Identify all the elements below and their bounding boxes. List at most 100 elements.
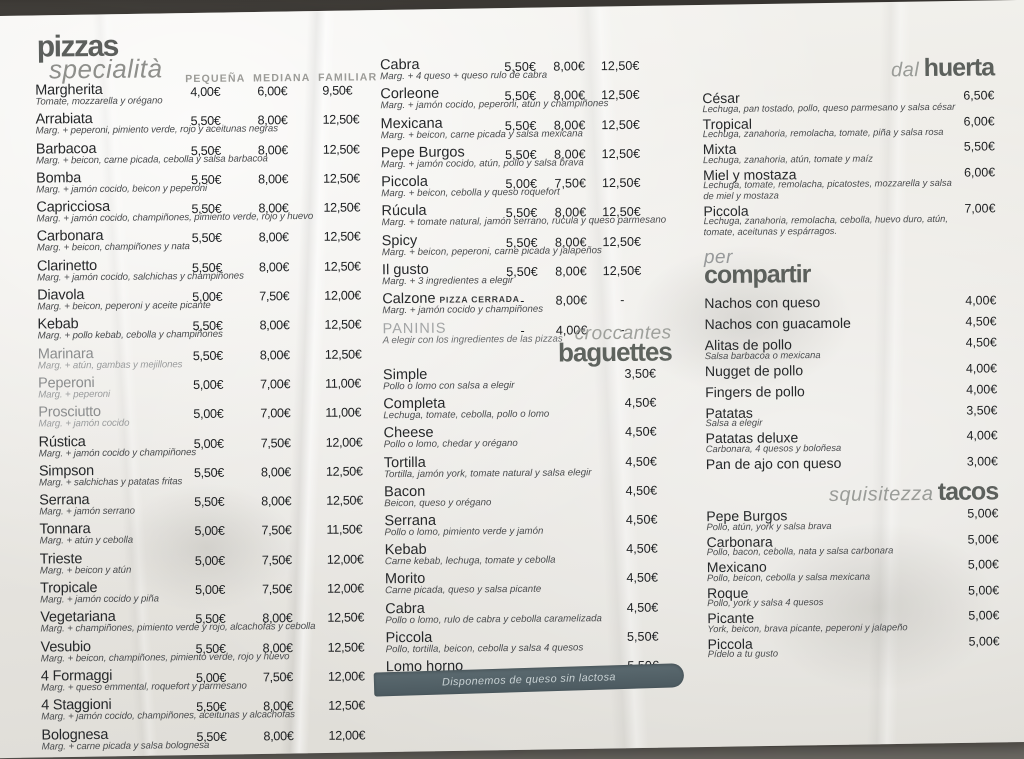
menu-item-row[interactable]: Calzone PIZZA CERRADA Marg. + jamón cocido…	[382, 289, 677, 321]
menu-item-name: Nachos con queso	[704, 294, 821, 312]
menu-item-row[interactable]: Vegetariana Marg. + champiñones, pimiento…	[40, 607, 380, 640]
menu-item-row[interactable]: César Lechuga, pan tostado, pollo, queso …	[702, 87, 994, 115]
menu-item-description: Marg. + jamón cocido, beicon y peperoni	[36, 182, 208, 196]
menu-item-row[interactable]: Tonnara Marg. + atún y cebolla 5,00€ 7,50€ 1…	[39, 519, 379, 552]
menu-item-price-medium: 8,00€	[260, 464, 292, 480]
menu-item-row[interactable]: Kebab Marg. + pollo kebab, cebolla y cham…	[37, 314, 377, 347]
menu-item-row[interactable]: Diavola Marg. + beicon, peperoni y aceite…	[37, 284, 377, 317]
section-heading-tacos: squisitezza tacos	[829, 477, 998, 506]
menu-item-row[interactable]: Simple Pollo o lomo con salsa a elegir 3,5…	[383, 364, 678, 396]
menu-item-row[interactable]: Rúcula Marg. + tomate natural, jamón serr…	[381, 201, 676, 233]
menu-item-row[interactable]: Peperoni Marg. + peperoni 5,00€ 7,00€ 11,00€	[38, 372, 378, 405]
lactose-free-banner-text: Disponemos de queso sin lactosa	[441, 671, 617, 689]
menu-item-price-medium: 8,00€	[263, 728, 294, 743]
menu-item-row[interactable]: Mixta Lechuga, zanahoria, atún, tomate y …	[703, 138, 995, 166]
menu-item-row[interactable]: Nachos con queso 4,00€	[704, 292, 996, 316]
menu-item-price-small: 5,00€	[505, 176, 537, 192]
menu-item-price-large: 11,50€	[326, 522, 363, 538]
menu-item-row[interactable]: Mexicano Pollo, beicon, cebolla y salsa m…	[707, 556, 999, 584]
menu-item-row[interactable]: Pepe Burgos Pollo, atún, york y salsa bra…	[706, 505, 998, 533]
menu-item-price-medium: 7,50€	[554, 176, 586, 191]
menu-item-row[interactable]: Rústica Marg. + jamón cocido y champiñone…	[39, 431, 379, 464]
menu-item-row[interactable]: Roque Pollo, york y salsa 4 quesos 5,00€	[707, 582, 999, 610]
menu-item-row[interactable]: Simpson Marg. + salchichas y patatas frit…	[39, 460, 379, 493]
menu-item-row[interactable]: Cheese Pollo o lomo, chedar y orégano 4,50…	[383, 423, 678, 455]
menu-item-row[interactable]: Fingers de pollo 4,00€	[705, 381, 997, 405]
menu-item-row[interactable]: 4 Formaggi Marg. + queso emmental, roquef…	[41, 665, 381, 698]
menu-item-row[interactable]: Corleone Marg. + jamón cocido, peperoni, …	[380, 84, 675, 116]
menu-item-row[interactable]: Patatas Salsa a elegir 3,50€	[705, 402, 997, 430]
menu-item-row[interactable]: Nugget de pollo 4,00€	[705, 360, 997, 384]
menu-item-row[interactable]: Pan de ajo con queso 3,00€	[706, 453, 998, 477]
menu-item-row[interactable]: Prosciutto Marg. + jamón cocido 5,00€ 7,00€…	[38, 402, 378, 435]
menu-item-row[interactable]: Marinara Marg. + atún, gambas y mejillone…	[38, 343, 378, 376]
menu-item-price-medium: 8,00€	[259, 318, 290, 333]
menu-item-row[interactable]: Morito Carne picada, queso y salsa picant…	[385, 569, 680, 601]
menu-item-description: Marg. + jamón cocido, champiñones, aceit…	[41, 709, 295, 723]
menu-item-price-medium: 6,00€	[257, 84, 288, 99]
menu-item-description: Salsa barbacoa o mexicana	[704, 348, 821, 361]
menu-item-description: Pídelo a tu gusto	[707, 647, 779, 660]
menu-item-row[interactable]: Piccola Pollo, tortilla, beicon, cebolla …	[385, 627, 680, 659]
section-heading-baguettes: croccantes baguettes	[557, 322, 672, 368]
menu-item-row[interactable]: Tortilla Tortilla, jamón york, tomate nat…	[384, 452, 679, 484]
menu-item-row[interactable]: Piccola Marg. + beicon, cebolla y queso r…	[381, 172, 676, 204]
menu-item-row[interactable]: Cabra Pollo o lomo, rulo de cabra y cebol…	[385, 598, 680, 630]
menu-item-row[interactable]: Tropicale Marg. + jamón cocido y piña 5,00…	[40, 577, 380, 610]
menu-item-row[interactable]: Picante York, beicon, brava picante, pepe…	[707, 607, 999, 635]
menu-item-row[interactable]: Il gusto Marg. + 3 ingredientes a elegir 5…	[382, 259, 677, 291]
menu-item-row[interactable]: Spicy Marg. + beicon, peperoni, carne pic…	[382, 230, 677, 262]
menu-item-row[interactable]: Mexicana Marg. + beicon, carne picada y s…	[381, 113, 676, 145]
menu-item-description: Lechuga, pan tostado, pollo, queso parme…	[702, 100, 956, 114]
menu-item-price: 7,00€	[964, 200, 996, 216]
menu-item-description: Marg. + beicon, peperoni y aceite picant…	[37, 299, 211, 313]
menu-item-price-small: 5,50€	[191, 201, 222, 217]
menu-item-price-large: 12,50€	[602, 205, 641, 220]
menu-item-row[interactable]: Bomba Marg. + jamón cocido, beicon y pepe…	[36, 167, 376, 200]
section-heading-bold: baguettes	[557, 336, 672, 368]
section-heading-bold: huerta	[923, 53, 995, 83]
menu-item-row[interactable]: Cabra Marg. + 4 queso + queso rulo de cab…	[380, 54, 675, 86]
menu-item-price-medium: 8,00€	[259, 347, 290, 363]
menu-item-price-small: 5,50€	[504, 59, 536, 75]
menu-item-description: Pollo o lomo, chedar y orégano	[383, 438, 518, 451]
menu-item-price-large: 12,00€	[326, 552, 364, 567]
menu-item-description: Pollo, beicon, cebolla y salsa mexicana	[706, 570, 871, 583]
menu-item-row[interactable]: Bacon Beicon, queso y orégano 4,50€	[384, 481, 679, 513]
salad-list: César Lechuga, pan tostado, pollo, queso …	[702, 87, 995, 238]
menu-item-row[interactable]: 4 Staggioni Marg. + jamón cocido, champiñ…	[41, 695, 381, 728]
menu-item-price-medium: 8,00€	[553, 59, 585, 74]
menu-item-row[interactable]: Arrabiata Marg. + peperoni, pimiento verd…	[35, 109, 375, 142]
menu-item-description: Tomate, mozzarella y orégano	[35, 95, 163, 108]
menu-item-description: Pollo, york y salsa 4 quesos	[707, 596, 824, 609]
menu-item-price-small: 5,50€	[505, 147, 537, 162]
menu-item-row[interactable]: Carbonara Marg. + beicon, champiñones y n…	[37, 226, 377, 259]
menu-item-row[interactable]: Margherita Tomate, mozzarella y orégano 4,…	[35, 79, 375, 112]
menu-item-row[interactable]: Patatas deluxe Carbonara, 4 quesos y bolo…	[706, 427, 998, 455]
menu-item-row[interactable]: Tropical Lechuga, zanahoria, remolacha, t…	[703, 113, 995, 141]
menu-item-row[interactable]: Piccola Lechuga, zanahoria, remolacha, ce…	[703, 200, 995, 239]
menu-item-row[interactable]: Alitas de pollo Salsa barbacoa o mexicana…	[705, 334, 997, 362]
menu-item-price-small: -	[520, 294, 525, 309]
menu-item-price-medium: 8,00€	[257, 113, 288, 128]
menu-item-row[interactable]: Serrana Pollo o lomo, pimiento verde y ja…	[384, 510, 679, 542]
menu-item-row[interactable]: Kebab Carne kebab, lechuga, tomate y cebo…	[385, 540, 680, 572]
menu-item-row[interactable]: Vesubio Marg. + beicon, champiñones, pimi…	[41, 636, 381, 669]
menu-item-row[interactable]: Bolognesa Marg. + carne picada y salsa bo…	[41, 724, 381, 757]
menu-item-row[interactable]: Serrana Marg. + jamón serrano 5,50€ 8,00€ 12…	[39, 489, 379, 522]
menu-item-row[interactable]: Capricciosa Marg. + jamón cocido, champiñ…	[36, 196, 376, 229]
menu-item-price-medium: 7,50€	[262, 670, 293, 685]
menu-item-price-small: 5,50€	[192, 319, 223, 334]
menu-item-row[interactable]: Completa Lechuga, tomate, cebolla, pollo …	[383, 394, 678, 426]
menu-item-row[interactable]: Miel y mostaza Lechuga, tomate, remolacha…	[703, 164, 995, 203]
menu-item-row[interactable]: Piccola Pídelo a tu gusto 5,00€	[708, 633, 1000, 661]
menu-item-row[interactable]: Barbacoa Marg. + beicon, carne picada, ce…	[36, 138, 376, 171]
menu-item-row[interactable]: Carbonara Pollo, bacon, cebolla, nata y s…	[707, 531, 999, 559]
menu-item-description: Carne kebab, lechuga, tomate y cebolla	[384, 554, 556, 568]
menu-item-row[interactable]: Nachos con guacamole 4,50€	[704, 313, 996, 337]
menu-item-row[interactable]: Trieste Marg. + beicon y atún 5,00€ 7,50€ 12…	[40, 548, 380, 581]
menu-item-price: 5,00€	[967, 531, 999, 547]
menu-item-row[interactable]: Clarinetto Marg. + jamón cocido, salchich…	[37, 255, 377, 288]
menu-item-row[interactable]: Pepe Burgos Marg. + jamón cocido, atún, p…	[381, 142, 676, 174]
menu-item-price: 5,50€	[963, 139, 995, 154]
